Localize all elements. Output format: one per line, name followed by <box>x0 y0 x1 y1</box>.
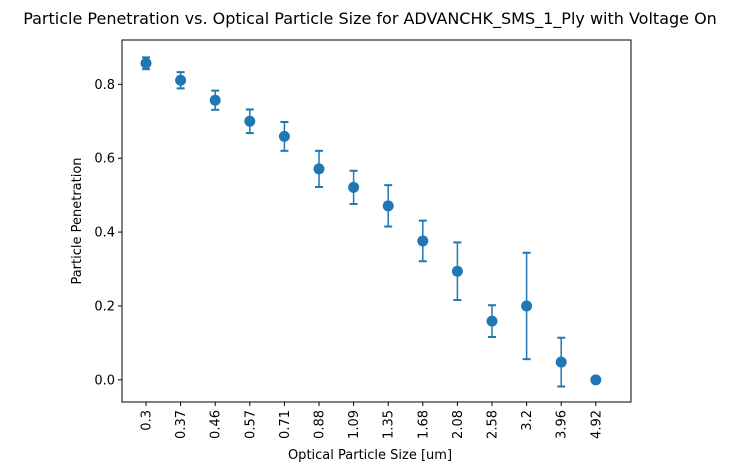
data-point <box>175 74 187 86</box>
data-point-group <box>244 108 256 135</box>
data-point <box>486 315 498 327</box>
x-axis-label: Optical Particle Size [um] <box>288 448 452 463</box>
data-point <box>521 300 533 312</box>
data-point-group <box>417 219 429 263</box>
y-tick-label: 0.0 <box>94 373 115 388</box>
data-point-group <box>209 89 221 111</box>
y-tick-label: 0.6 <box>94 152 115 167</box>
data-point-group <box>486 304 498 338</box>
data-point-group <box>555 336 567 388</box>
data-point <box>244 115 256 127</box>
y-axis-label: Particle Penetration <box>70 157 85 284</box>
data-point <box>209 94 221 106</box>
data-point <box>313 163 325 175</box>
data-point-group <box>382 184 394 228</box>
data-point-group <box>590 374 602 386</box>
y-tick-label: 0.2 <box>94 299 115 314</box>
data-point-group <box>278 121 290 152</box>
y-axis: 0.0 0.2 0.4 0.6 0.8 <box>94 78 122 388</box>
x-tick-label: 0.57 <box>243 410 258 439</box>
data-point <box>278 130 290 142</box>
x-tick-label: 4.92 <box>589 410 604 439</box>
data-point <box>417 235 429 247</box>
axes-frame <box>121 39 632 403</box>
data-point-group <box>313 149 325 189</box>
x-tick-label: 1.35 <box>382 410 397 439</box>
x-tick-label: 0.37 <box>174 410 189 439</box>
x-tick-label: 0.46 <box>209 410 224 439</box>
data-point-group <box>521 251 533 361</box>
x-tick-label: 0.3 <box>140 410 155 431</box>
x-tick-label: 2.08 <box>451 410 466 439</box>
x-tick-label: 1.68 <box>416 410 431 439</box>
x-tick-label: 3.2 <box>520 410 535 431</box>
data-point <box>140 57 152 69</box>
data-point <box>590 374 602 386</box>
data-point-group <box>451 241 463 302</box>
data-point-group <box>140 56 152 71</box>
x-tick-label: 0.88 <box>313 410 328 439</box>
data-point-group <box>175 71 187 90</box>
y-tick-label: 0.8 <box>94 78 115 93</box>
data-point <box>348 181 360 193</box>
chart-title: Particle Penetration vs. Optical Particl… <box>23 9 717 29</box>
x-tick-label: 0.71 <box>278 410 293 439</box>
x-tick-label: 3.96 <box>555 410 570 439</box>
y-tick-label: 0.4 <box>94 226 115 241</box>
plot-area <box>140 56 602 388</box>
x-tick-label: 2.58 <box>486 410 501 439</box>
data-point <box>555 356 567 368</box>
data-point <box>451 265 463 277</box>
data-point-group <box>348 169 360 206</box>
x-axis: 0.3 0.37 0.46 0.57 0.71 0.88 1.09 1.35 1.68 2.08 2… <box>140 402 604 439</box>
x-tick-label: 1.09 <box>347 410 362 439</box>
data-point <box>382 200 394 212</box>
